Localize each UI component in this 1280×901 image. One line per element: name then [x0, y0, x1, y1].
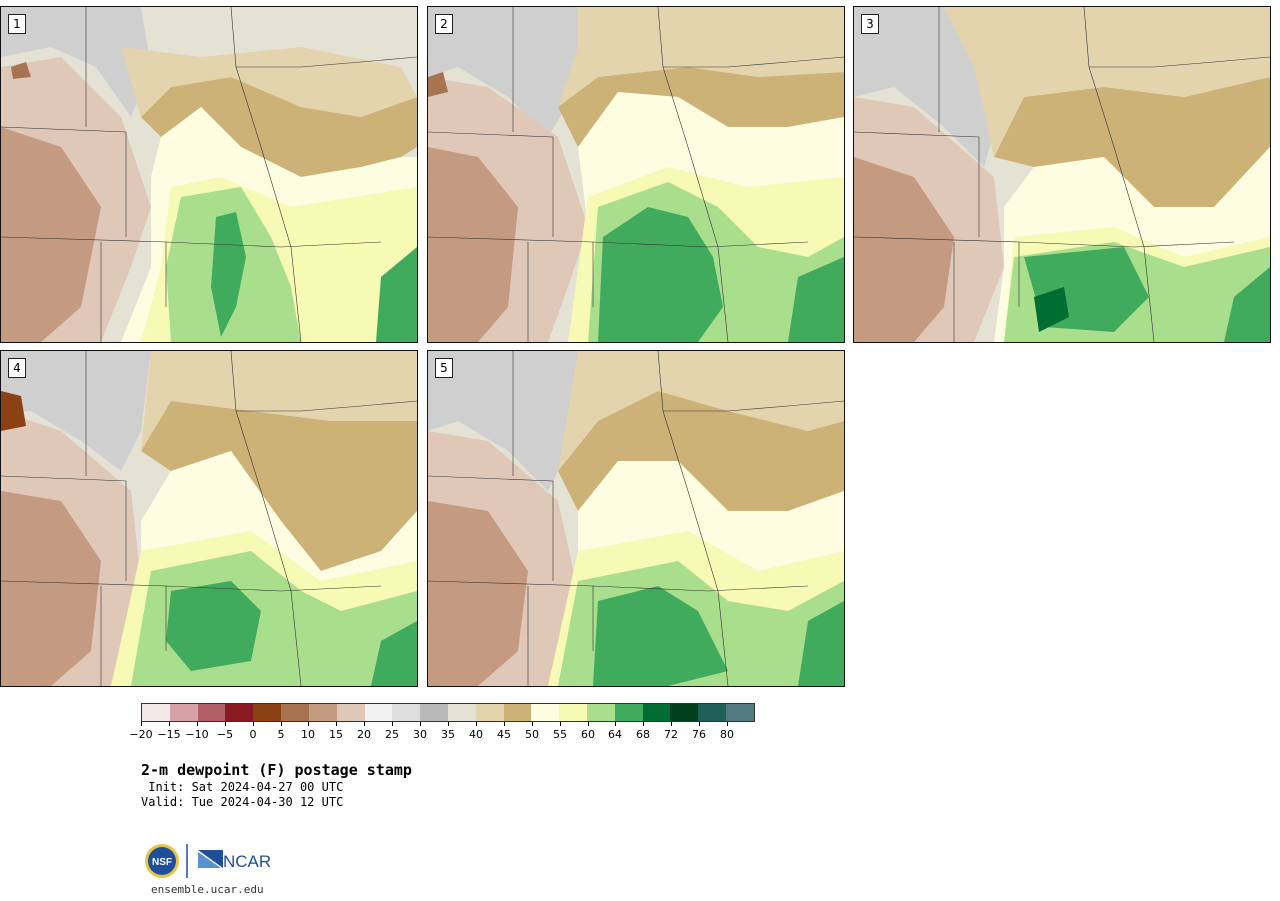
colorbar-tick-label: 64 [608, 728, 622, 741]
colorbar-tick [643, 722, 644, 726]
colorbar-swatch [642, 704, 671, 721]
colorbar-tick-label: −10 [185, 728, 209, 741]
colorbar-tick-label: 30 [413, 728, 427, 741]
colorbar-tick-label: −15 [157, 728, 181, 741]
colorbar-swatch [308, 704, 337, 721]
panel-number-2: 2 [435, 14, 453, 34]
colorbar-tick-label: 68 [636, 728, 650, 741]
colorbar-swatch [531, 704, 560, 721]
colorbar-swatch [197, 704, 226, 721]
colorbar-tick [169, 722, 170, 726]
dewpoint-map-2 [428, 7, 844, 342]
colorbar-swatch [169, 704, 198, 721]
colorbar-swatch [614, 704, 643, 721]
colorbar-swatch [698, 704, 727, 721]
colorbar-tick [448, 722, 449, 726]
colorbar-tick-label: 35 [441, 728, 455, 741]
valid-time: Valid: Tue 2024-04-30 12 UTC [141, 795, 344, 809]
dewpoint-colorbar [141, 703, 755, 722]
colorbar-swatch [392, 704, 421, 721]
colorbar-swatch [559, 704, 587, 721]
site-url[interactable]: ensemble.ucar.edu [151, 883, 264, 896]
init-time: Init: Sat 2024-04-27 00 UTC [141, 780, 344, 794]
map-panel-3[interactable]: 3 [853, 6, 1271, 343]
colorbar-tick-label: 10 [301, 728, 315, 741]
colorbar-tick [560, 722, 561, 726]
colorbar-tick-label: 80 [720, 728, 734, 741]
colorbar-swatch [503, 704, 532, 721]
colorbar-tick-label: 20 [357, 728, 371, 741]
colorbar-swatch [726, 704, 754, 721]
colorbar-tick [727, 722, 728, 726]
colorbar-tick-label: 50 [525, 728, 539, 741]
colorbar-tick-label: 55 [553, 728, 567, 741]
colorbar-swatch [142, 704, 170, 721]
colorbar-swatch [225, 704, 254, 721]
colorbar-tick [197, 722, 198, 726]
colorbar-swatch [670, 704, 699, 721]
colorbar-ticks: −20 −15 −10 −5 0 5 10 15 20 25 30 35 40 45 50 55 60 64 68 7… [129, 722, 755, 742]
map-panel-5[interactable]: 5 [427, 350, 845, 687]
colorbar-tick [420, 722, 421, 726]
colorbar-swatch [253, 704, 282, 721]
colorbar-tick [392, 722, 393, 726]
colorbar-tick [141, 722, 142, 726]
colorbar-tick-label: 40 [469, 728, 483, 741]
colorbar-tick [671, 722, 672, 726]
colorbar-swatch [587, 704, 615, 721]
colorbar-tick [504, 722, 505, 726]
panel-number-3: 3 [861, 14, 879, 34]
colorbar-swatch [281, 704, 309, 721]
panel-number-1: 1 [8, 14, 26, 34]
dewpoint-map-1 [1, 7, 417, 342]
colorbar-tick [532, 722, 533, 726]
figure-title: 2-m dewpoint (F) postage stamp [141, 761, 412, 779]
colorbar-tick-label: 5 [277, 728, 285, 741]
colorbar-tick [476, 722, 477, 726]
colorbar-tick-label: 72 [664, 728, 678, 741]
logo-block: NSF NCAR [143, 842, 283, 882]
colorbar-tick [615, 722, 616, 726]
colorbar-tick [336, 722, 337, 726]
colorbar-tick [588, 722, 589, 726]
colorbar-tick [253, 722, 254, 726]
colorbar-tick-label: −5 [216, 728, 234, 741]
ncar-logo-text: NCAR [223, 852, 271, 871]
colorbar-swatch [336, 704, 365, 721]
nsf-ncar-logo: NSF NCAR [145, 844, 271, 878]
colorbar-tick [281, 722, 282, 726]
colorbar-tick-label: −20 [129, 728, 153, 741]
dewpoint-map-4 [1, 351, 417, 686]
colorbar-swatch [420, 704, 448, 721]
map-panel-4[interactable]: 4 [0, 350, 418, 687]
colorbar-tick-label: 76 [692, 728, 706, 741]
colorbar-tick [308, 722, 309, 726]
colorbar-tick-label: 45 [497, 728, 511, 741]
colorbar-swatch [447, 704, 476, 721]
colorbar-tick [699, 722, 700, 726]
map-panel-1[interactable]: 1 [0, 6, 418, 343]
colorbar-tick [364, 722, 365, 726]
colorbar-tick [225, 722, 226, 726]
dewpoint-map-3 [854, 7, 1270, 342]
colorbar-tick-label: 60 [581, 728, 595, 741]
panel-number-5: 5 [435, 358, 453, 378]
colorbar-tick-label: 15 [329, 728, 343, 741]
colorbar-swatch [364, 704, 393, 721]
colorbar-swatch [475, 704, 504, 721]
map-panel-2[interactable]: 2 [427, 6, 845, 343]
colorbar-tick-label: 25 [385, 728, 399, 741]
colorbar-tick-label: 0 [249, 728, 257, 741]
ncar-mark-icon [198, 850, 223, 868]
nsf-logo-text: NSF [152, 857, 172, 868]
panel-number-4: 4 [8, 358, 26, 378]
dewpoint-map-5 [428, 351, 844, 686]
